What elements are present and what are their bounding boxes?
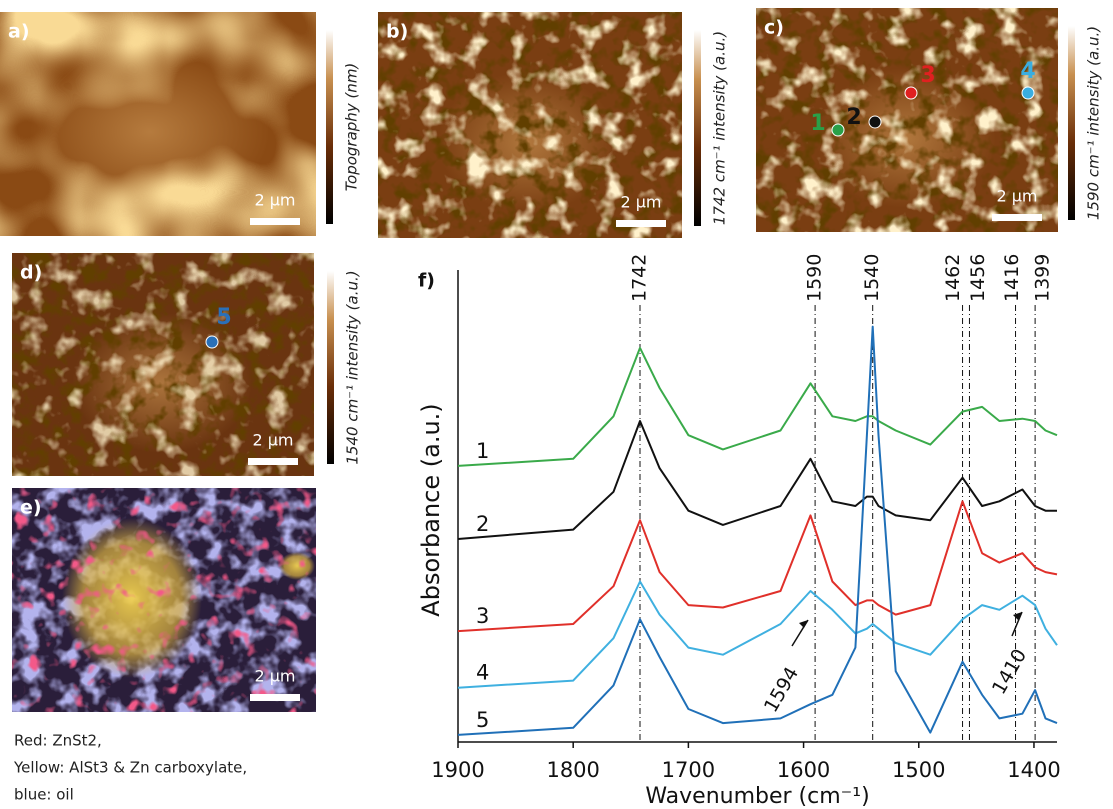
scale-bar xyxy=(250,218,300,225)
peak-label: 1742 xyxy=(629,254,651,302)
point-marker xyxy=(904,86,918,100)
spectrum-line xyxy=(457,420,1057,540)
point-marker xyxy=(1021,86,1035,100)
peak-label: 1416 xyxy=(1001,254,1023,302)
colorbar-label: 1540 cm⁻¹ intensity (a.u.) xyxy=(344,270,362,464)
spectra-chart: f) 1900 1800 1700 1600 1500 1400 Wavenumber (cm… xyxy=(417,254,1061,809)
scale-bar xyxy=(992,214,1042,221)
scale-bar-label: 2 µm xyxy=(252,431,293,450)
scale-bar-label: 2 µm xyxy=(620,193,661,212)
x-axis-label: Wavenumber (cm⁻¹) xyxy=(645,784,869,809)
image-panel: a) 2 µm Topography (nm) xyxy=(0,12,361,236)
series-label: 5 xyxy=(476,708,489,732)
peak-label: 1540 xyxy=(861,254,883,302)
image-light xyxy=(756,8,1058,232)
image xyxy=(12,488,316,712)
x-tick-label: 1400 xyxy=(1007,758,1060,782)
scale-bar xyxy=(248,458,298,465)
colorbar xyxy=(1068,26,1075,220)
image xyxy=(12,253,314,476)
arrow-label: 1410 xyxy=(988,645,1031,698)
series-label: 1 xyxy=(476,439,489,463)
image xyxy=(756,8,1058,232)
x-tick-label: 1700 xyxy=(662,758,715,782)
point-marker xyxy=(205,335,219,349)
spectrum-line xyxy=(457,346,1058,467)
scale-bar xyxy=(616,220,666,227)
panel-label: b) xyxy=(386,21,408,43)
scale-bar xyxy=(250,694,300,701)
panel-label: d) xyxy=(20,262,42,284)
scale-bar-label: 2 µm xyxy=(254,667,295,686)
peak-label: 1399 xyxy=(1032,254,1054,302)
arrow-line xyxy=(1011,611,1023,637)
image-panel: d) 2 µm 1540 cm⁻¹ intensity (a.u.) 5 xyxy=(12,253,362,476)
legend-text: Red: ZnSt2, xyxy=(14,732,102,750)
panel-label: a) xyxy=(8,21,30,43)
scale-bar-label: 2 µm xyxy=(996,187,1037,206)
arrow-head xyxy=(1013,612,1022,620)
series-label: 2 xyxy=(476,512,489,536)
series-label: 4 xyxy=(476,661,489,685)
spectrum-line xyxy=(457,580,1058,689)
panel-label: f) xyxy=(418,270,435,292)
peak-label: 1462 xyxy=(942,254,964,302)
panel-label: e) xyxy=(20,497,42,519)
x-tick-label: 1900 xyxy=(431,758,484,782)
series-label: 3 xyxy=(476,604,489,628)
image-red xyxy=(12,488,316,712)
point-label: 4 xyxy=(1020,59,1035,84)
point-marker xyxy=(831,123,845,137)
point-label: 2 xyxy=(846,105,861,130)
peak-label: 1456 xyxy=(967,254,989,302)
point-marker xyxy=(868,115,882,129)
arrow-head xyxy=(799,620,808,628)
x-tick-label: 1500 xyxy=(892,758,945,782)
point-label: 5 xyxy=(216,305,231,330)
colorbar-label: Topography (nm) xyxy=(343,63,361,192)
legend-text: blue: oil xyxy=(14,786,74,804)
legend-text: Yellow: AlSt3 & Zn carboxylate, xyxy=(13,759,247,777)
image xyxy=(0,12,316,236)
image-panels: a) 2 µm Topography (nm) b) 2 µm 1742 cm⁻¹ int… xyxy=(0,8,1103,804)
x-tick-label: 1600 xyxy=(777,758,830,782)
y-axis-label: Absorbance (a.u.) xyxy=(417,403,445,616)
x-tick-label: 1800 xyxy=(546,758,599,782)
colorbar-label: 1590 cm⁻¹ intensity (a.u.) xyxy=(1085,26,1103,220)
spectrum-line xyxy=(457,500,1058,633)
image-light xyxy=(12,253,314,476)
image xyxy=(378,12,682,238)
image-light xyxy=(378,12,682,238)
peak-label: 1590 xyxy=(804,254,826,302)
spectrum-line xyxy=(457,325,1058,736)
point-label: 1 xyxy=(810,111,825,136)
colorbar-label: 1742 cm⁻¹ intensity (a.u.) xyxy=(711,31,729,225)
image-panel: b) 2 µm 1742 cm⁻¹ intensity (a.u.) xyxy=(378,12,729,238)
colorbar xyxy=(326,30,333,224)
panel-label: c) xyxy=(764,17,784,39)
colorbar xyxy=(327,271,334,464)
point-label: 3 xyxy=(920,63,935,88)
image-texture xyxy=(0,12,316,236)
scale-bar-label: 2 µm xyxy=(254,191,295,210)
image-panel: e) 2 µm xyxy=(12,488,316,712)
colorbar xyxy=(694,30,701,226)
arrow-label: 1594 xyxy=(760,663,803,716)
image-panel: c) 2 µm 1590 cm⁻¹ intensity (a.u.) 1 2 3 4 xyxy=(756,8,1103,232)
